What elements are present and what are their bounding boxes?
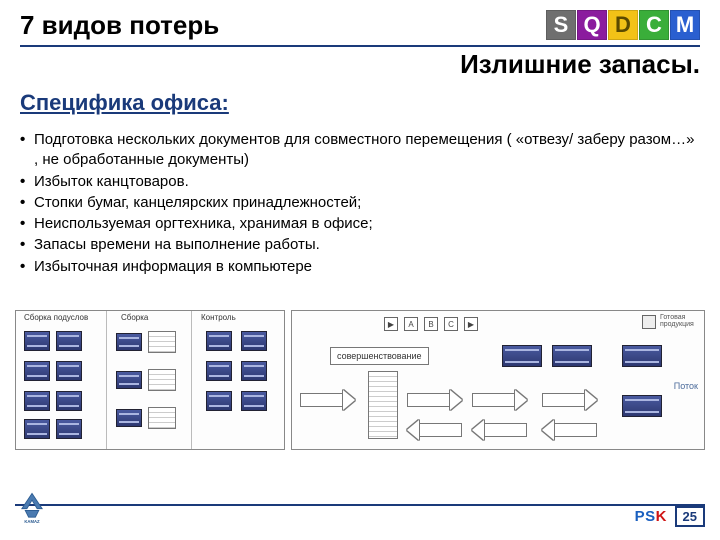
sqdcm-c: C — [639, 10, 669, 40]
bullet-item: •Подготовка нескольких документов для со… — [20, 130, 700, 171]
sqdcm-m: M — [670, 10, 700, 40]
rack-icon — [24, 331, 50, 351]
arrow-icon — [472, 391, 527, 409]
rack-icon — [241, 391, 267, 411]
bullet-item: •Запасы времени на выполнение работы. — [20, 235, 700, 255]
bullet-text: Избыточная информация в компьютере — [34, 257, 700, 277]
bullet-list: •Подготовка нескольких документов для со… — [20, 130, 700, 277]
bullet-item: •Избыток канцтоваров. — [20, 172, 700, 192]
arrow-icon — [300, 391, 355, 409]
symbol-box: ▶ — [384, 317, 398, 331]
header: 7 видов потерь S Q D C M Излишние запасы… — [20, 10, 700, 80]
grid-icon — [148, 369, 176, 391]
psk-s: S — [645, 508, 656, 525]
rack-icon — [622, 395, 662, 417]
rack-icon — [502, 345, 542, 367]
symbol-box: ▶ — [464, 317, 478, 331]
section-heading: Специфика офиса: — [20, 90, 700, 116]
psk-logo: PSK — [635, 508, 667, 525]
grid-icon — [148, 331, 176, 353]
symbol-box: C — [444, 317, 458, 331]
rack-icon — [241, 331, 267, 351]
diagram-right: ▶ A B C ▶ Готовая продукция совершенство… — [291, 310, 705, 450]
sqdcm-q: Q — [577, 10, 607, 40]
sqdcm-d: D — [608, 10, 638, 40]
sqdcm-s: S — [546, 10, 576, 40]
rack-icon — [116, 333, 142, 351]
sqdcm-badge: S Q D C M — [546, 10, 700, 40]
slide: 7 видов потерь S Q D C M Излишние запасы… — [0, 0, 720, 540]
arrow-icon — [542, 391, 597, 409]
arrow-icon — [542, 421, 597, 439]
icon-label: Готовая продукция — [660, 314, 696, 328]
psk-p: P — [635, 508, 646, 525]
rack-icon — [116, 409, 142, 427]
rack-icon — [24, 391, 50, 411]
grid-icon — [368, 371, 398, 439]
diagram-col-label: Контроль — [201, 313, 236, 322]
rack-icon — [552, 345, 592, 367]
rack-icon — [206, 391, 232, 411]
diagram-col-label: Сборка — [121, 313, 148, 322]
footer: KAMAZ PSK 25 — [15, 496, 705, 532]
rack-icon — [56, 391, 82, 411]
symbol-box: A — [404, 317, 418, 331]
rack-icon — [56, 361, 82, 381]
arrow-icon — [407, 421, 462, 439]
diagram-col-label: Сборка подуслов — [24, 313, 88, 322]
bullet-item: •Стопки бумаг, канцелярских принадлежнос… — [20, 193, 700, 213]
diagram-row: Сборка подуслов Сборка Контроль — [15, 310, 705, 450]
footer-line — [15, 504, 705, 506]
bullet-text: Стопки бумаг, канцелярских принадлежност… — [34, 193, 700, 213]
svg-text:KAMAZ: KAMAZ — [24, 519, 40, 524]
symbol-box: B — [424, 317, 438, 331]
rack-icon — [24, 361, 50, 381]
rack-icon — [56, 331, 82, 351]
divider — [106, 311, 107, 449]
arrow-icon — [407, 391, 462, 409]
rack-icon — [622, 345, 662, 367]
rack-icon — [56, 419, 82, 439]
title-underline — [20, 45, 700, 47]
page-number: 25 — [675, 506, 705, 527]
grid-icon — [148, 407, 176, 429]
rack-icon — [241, 361, 267, 381]
bullet-text: Избыток канцтоваров. — [34, 172, 700, 192]
psk-k: K — [656, 508, 667, 525]
bullet-text: Подготовка нескольких документов для сов… — [34, 130, 700, 171]
arrow-icon — [472, 421, 527, 439]
rack-icon — [206, 361, 232, 381]
subtitle: Излишние запасы. — [20, 49, 700, 80]
bullet-item: •Неиспользуемая оргтехника, хранимая в о… — [20, 214, 700, 234]
diagram-left: Сборка подуслов Сборка Контроль — [15, 310, 285, 450]
rack-icon — [24, 419, 50, 439]
divider — [191, 311, 192, 449]
kamaz-logo-icon: KAMAZ — [15, 490, 49, 524]
icon-box — [642, 315, 656, 329]
bullet-text: Неиспользуемая оргтехника, хранимая в оф… — [34, 214, 700, 234]
rack-icon — [116, 371, 142, 389]
center-label: совершенствование — [330, 347, 429, 365]
rack-icon — [206, 331, 232, 351]
bullet-text: Запасы времени на выполнение работы. — [34, 235, 700, 255]
bullet-item: •Избыточная информация в компьютере — [20, 257, 700, 277]
flow-label: Поток — [674, 381, 698, 391]
